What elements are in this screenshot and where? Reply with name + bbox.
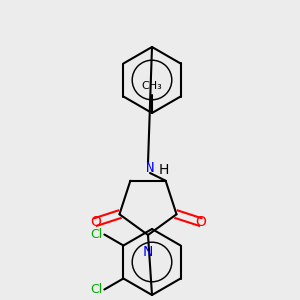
Text: Cl: Cl: [90, 228, 102, 241]
Text: CH₃: CH₃: [142, 81, 162, 91]
Text: Cl: Cl: [90, 283, 102, 296]
Text: N: N: [143, 245, 153, 259]
Text: H: H: [159, 163, 169, 177]
Text: O: O: [195, 215, 206, 229]
Text: N: N: [146, 161, 154, 175]
Text: O: O: [90, 215, 101, 229]
